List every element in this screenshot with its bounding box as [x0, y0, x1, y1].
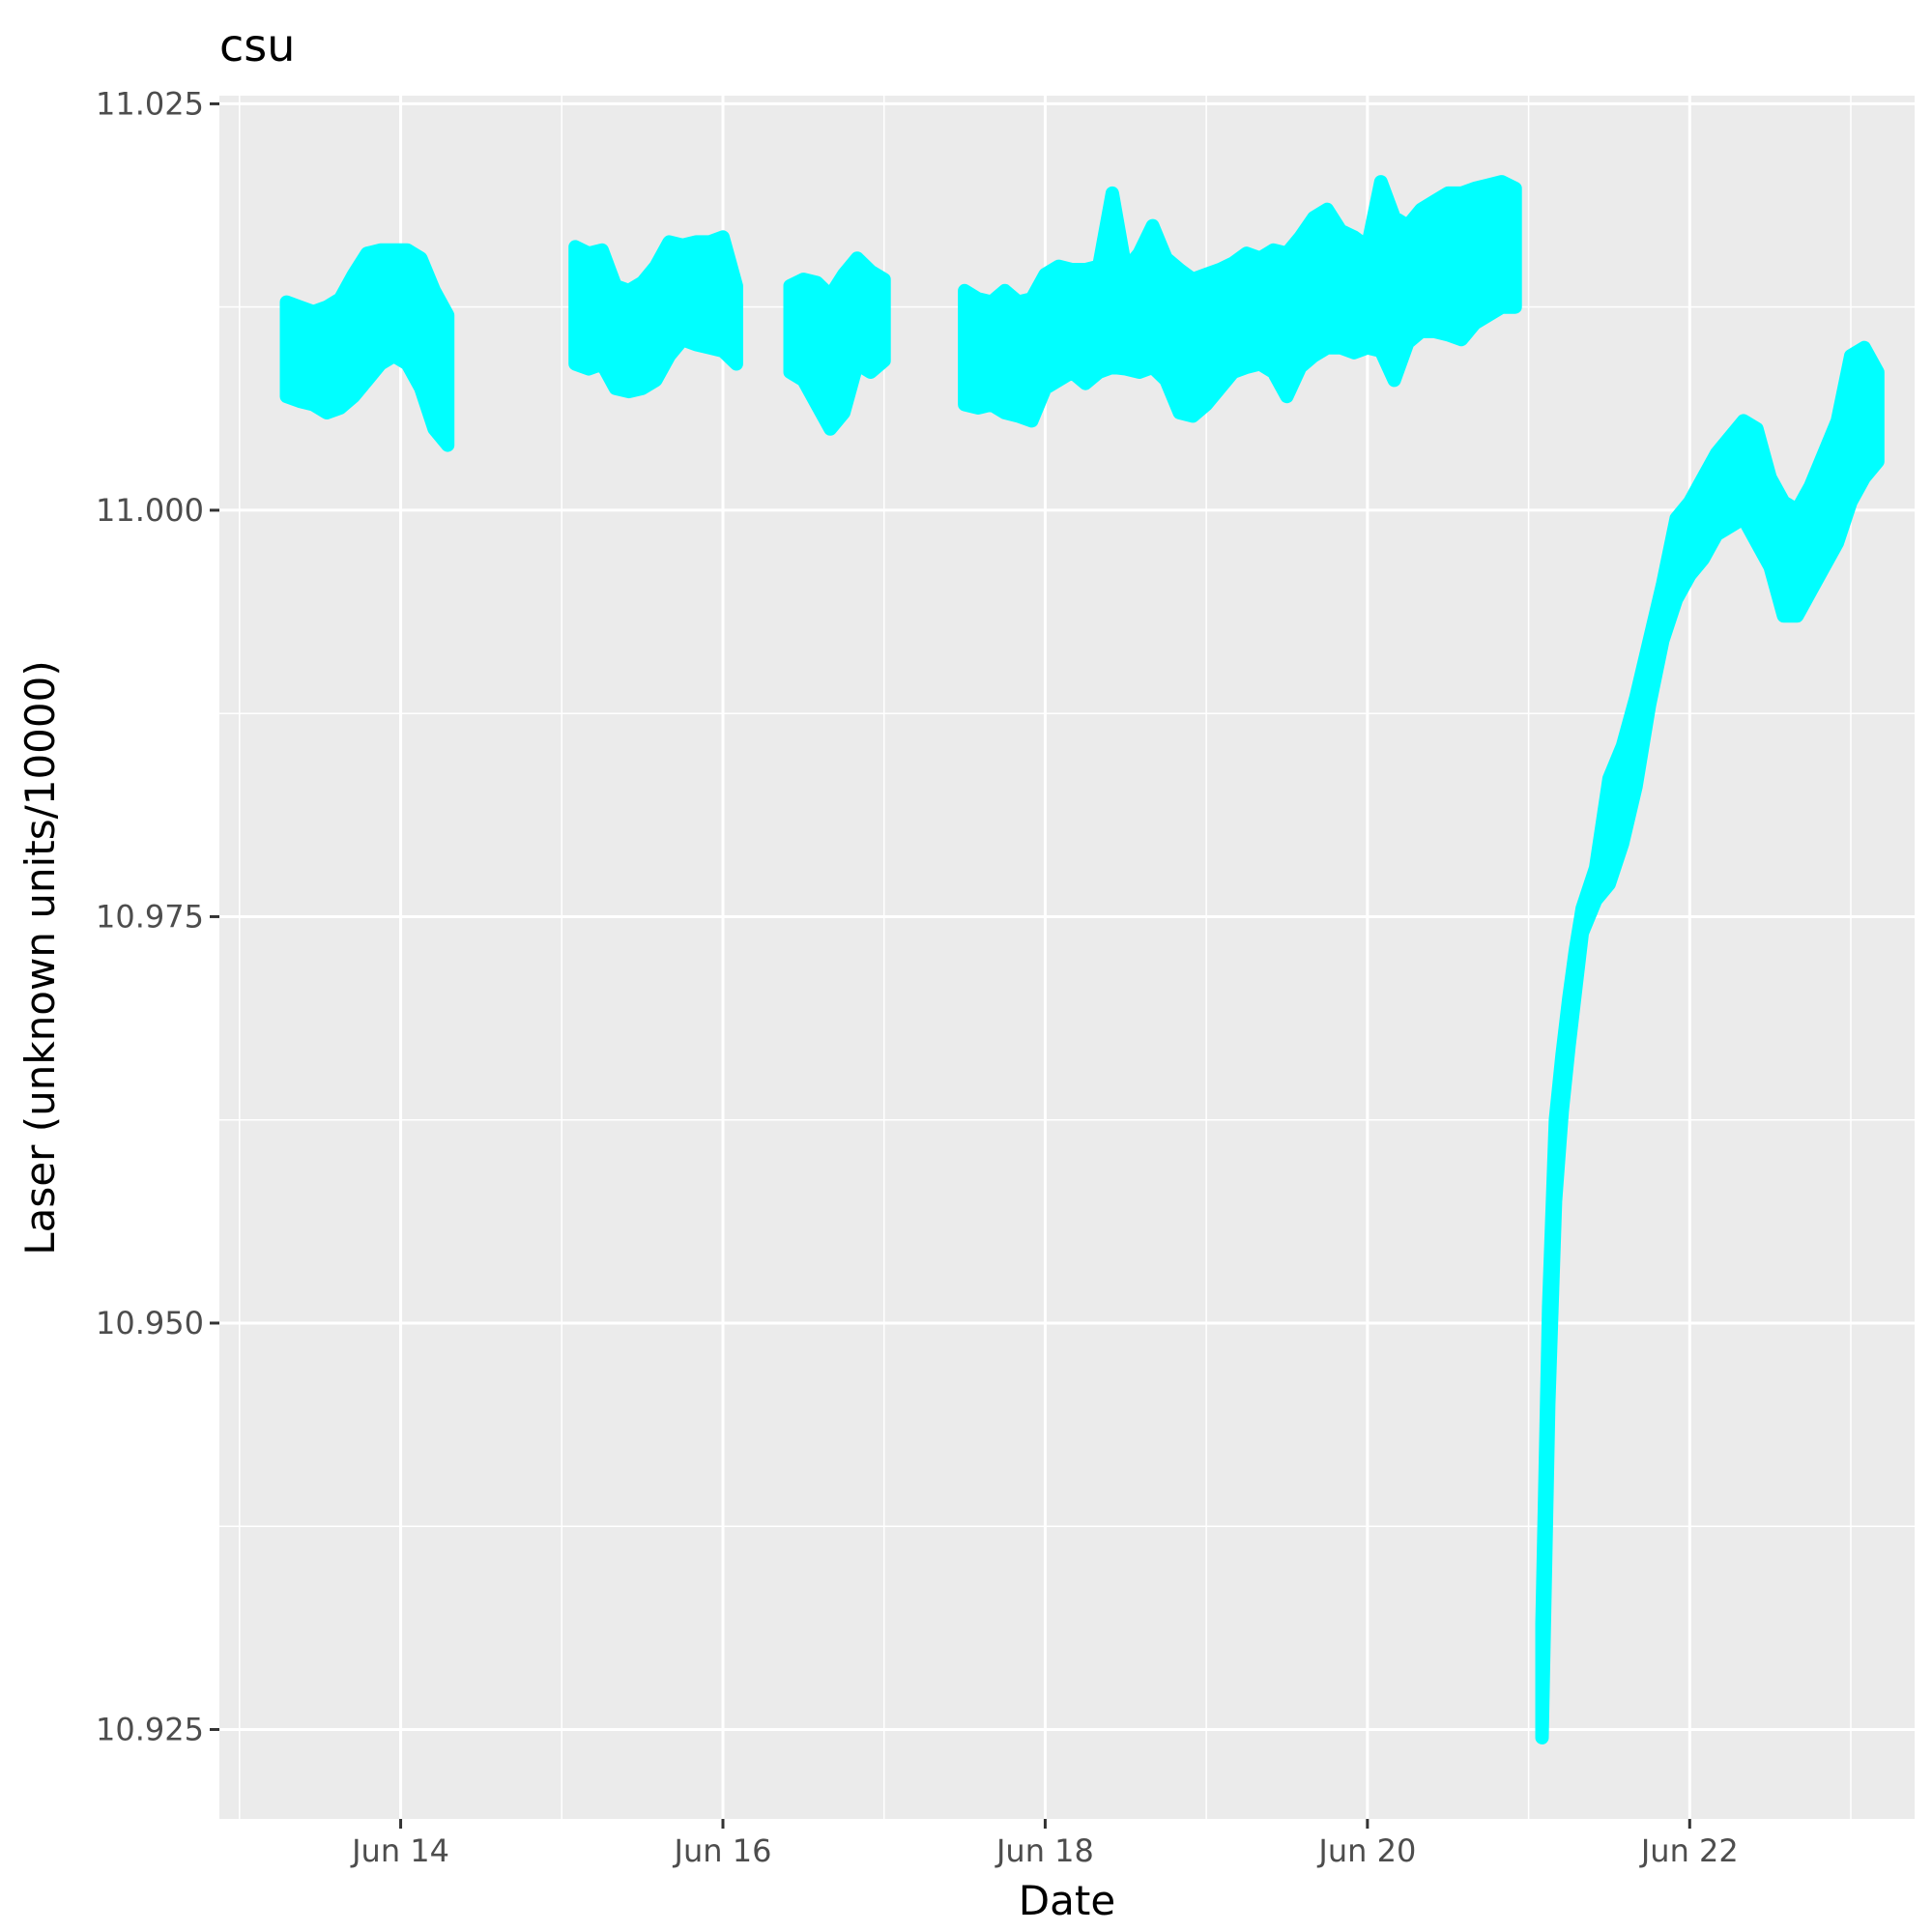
major-gridlines [219, 96, 1915, 1819]
x-axis-title: Date [1019, 1877, 1115, 1924]
series-line-segment [568, 230, 743, 399]
y-axis-title: Laser (unknown units/10000) [16, 660, 64, 1254]
x-axis: Jun 14 Jun 16 Jun 18 Jun 20 Jun 22 [350, 1819, 1739, 1869]
x-tick-label: Jun 14 [350, 1832, 449, 1869]
y-tick-label: 10.925 [96, 1711, 204, 1747]
series-line-segment [958, 175, 1522, 428]
y-tick-label: 11.025 [96, 85, 204, 122]
chart-title: csu [219, 19, 295, 72]
series-line-segment [1535, 340, 1885, 1745]
y-tick-label: 11.000 [96, 492, 204, 529]
series-layer [279, 175, 1885, 1745]
x-tick-label: Jun 16 [673, 1832, 772, 1869]
y-tick-label: 10.975 [96, 898, 204, 935]
x-tick-label: Jun 20 [1316, 1832, 1416, 1869]
y-axis: 10.925 10.950 10.975 11.000 11.025 [96, 85, 219, 1747]
y-tick-label: 10.950 [96, 1305, 204, 1341]
series-line-segment [783, 251, 891, 436]
x-tick-label: Jun 18 [995, 1832, 1094, 1869]
x-tick-label: Jun 22 [1639, 1832, 1739, 1869]
series-line-segment [279, 243, 455, 452]
